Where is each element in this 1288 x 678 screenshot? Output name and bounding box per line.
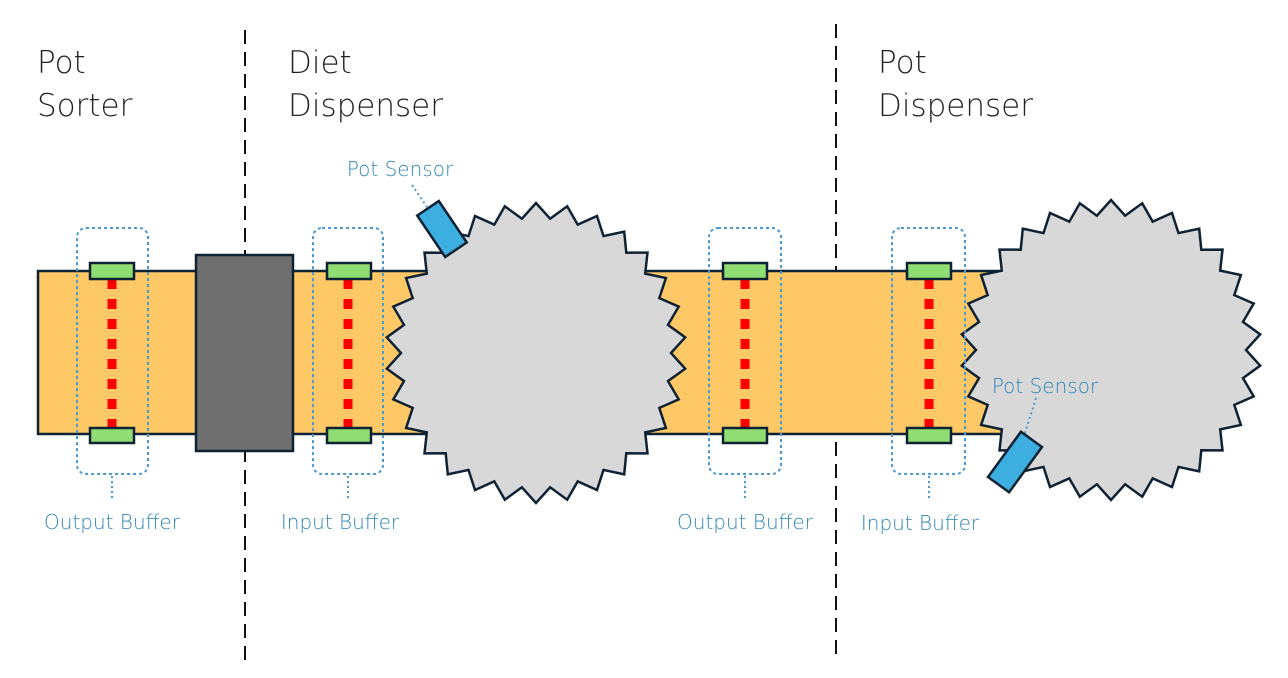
buffer-outline bbox=[312, 227, 384, 475]
pot-sensor-device bbox=[986, 429, 1044, 495]
beam-receiver-pad bbox=[88, 426, 136, 445]
sensor-label: Pot Sensor bbox=[347, 157, 454, 181]
sensor-leader bbox=[411, 184, 428, 208]
pot-sensor-diet-dispenser: Pot Sensor bbox=[347, 157, 469, 259]
buffer-outline bbox=[708, 227, 782, 475]
beam-receiver-pad bbox=[721, 426, 769, 445]
beam-emitter-pad bbox=[905, 261, 953, 281]
beam-receiver-pad bbox=[325, 426, 373, 445]
buffer-output-pot-sorter: Output Buffer bbox=[44, 227, 181, 534]
sorter-barrier bbox=[194, 253, 295, 453]
section-title-pot-dispenser-line2: Dispenser bbox=[878, 88, 1033, 124]
section-title-diet-dispenser-line2: Dispenser bbox=[288, 88, 443, 124]
buffer-outline bbox=[891, 227, 966, 475]
beam-emitter-pad bbox=[721, 261, 769, 281]
buffer-input-pot-dispenser: Input Buffer bbox=[861, 227, 980, 535]
pot-dispenser-wheel bbox=[959, 198, 1263, 502]
buffer-input-diet-dispenser: Input Buffer bbox=[281, 227, 400, 534]
section-title-pot-sorter-line2: Sorter bbox=[37, 88, 133, 124]
beam-emitter-pad bbox=[325, 261, 373, 281]
buffer-label: Input Buffer bbox=[281, 510, 400, 534]
section-title-diet-dispenser: Diet bbox=[288, 45, 352, 81]
beam-receiver-pad bbox=[905, 426, 953, 445]
sensor-label: Pot Sensor bbox=[992, 374, 1099, 398]
buffer-outline bbox=[76, 227, 149, 475]
buffer-label: Output Buffer bbox=[677, 510, 814, 534]
beam-emitter-pad bbox=[88, 261, 136, 281]
buffer-label: Output Buffer bbox=[44, 510, 181, 534]
section-title-pot-sorter: Pot bbox=[37, 45, 86, 81]
buffer-output-diet-dispenser: Output Buffer bbox=[677, 227, 814, 534]
diet-dispenser-wheel bbox=[384, 201, 688, 505]
pot-sensor-device bbox=[415, 199, 469, 259]
pot-sensor-pot-dispenser: Pot Sensor bbox=[986, 374, 1099, 495]
buffer-label: Input Buffer bbox=[861, 511, 980, 535]
section-title-pot-dispenser: Pot bbox=[878, 45, 927, 81]
sensor-leader bbox=[1023, 397, 1037, 437]
